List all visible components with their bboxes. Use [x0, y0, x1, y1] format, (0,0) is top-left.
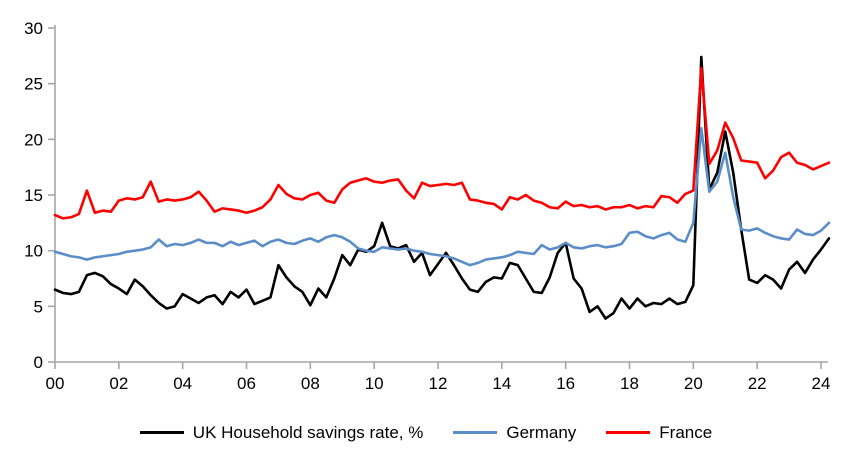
x-axis-tick-label: 10: [365, 374, 384, 393]
legend-label: UK Household savings rate, %: [192, 423, 424, 442]
x-axis-tick-label: 16: [556, 374, 575, 393]
y-axis-tick-label: 25: [24, 75, 43, 94]
x-axis-tick-label: 02: [109, 374, 128, 393]
x-axis-tick-label: 04: [173, 374, 192, 393]
x-axis-tick-label: 18: [620, 374, 639, 393]
x-axis-tick-label: 14: [492, 374, 511, 393]
germany-series-line: [53, 126, 831, 267]
x-axis-tick-label: 06: [237, 374, 256, 393]
legend-line-swatch: [139, 431, 184, 434]
y-axis-tick-label: 0: [34, 353, 43, 372]
x-axis-tick-label: 12: [429, 374, 448, 393]
legend-item-germany: Germany: [453, 424, 576, 441]
legend-item-france: France: [606, 424, 712, 441]
y-axis-tick-label: 15: [24, 186, 43, 205]
chart-legend: UK Household savings rate, % Germany Franc…: [0, 424, 852, 441]
france-series-line: [53, 66, 831, 220]
x-axis-tick-label: 20: [684, 374, 703, 393]
y-axis-tick-label: 30: [24, 19, 43, 38]
x-axis-tick-label: 24: [812, 374, 831, 393]
chart-plot-area: 0 5 10 15 20 25 30 00 02 04 06 08 10 12 14 16 18 20 22 24: [24, 19, 831, 393]
x-axis-tick-label: 00: [46, 374, 65, 393]
legend-item-uk-household-savings-rate: UK Household savings rate, %: [139, 423, 424, 442]
y-axis-tick-label: 10: [24, 242, 43, 261]
legend-label: Germany: [506, 423, 577, 442]
y-axis-tick-label: 5: [34, 297, 43, 316]
legend-line-swatch: [453, 431, 498, 434]
x-axis-tick-label: 08: [301, 374, 320, 393]
legend-line-swatch: [606, 431, 651, 434]
legend-label: France: [659, 423, 713, 442]
x-axis-tick-label: 22: [748, 374, 767, 393]
y-axis-tick-label: 20: [24, 130, 43, 149]
